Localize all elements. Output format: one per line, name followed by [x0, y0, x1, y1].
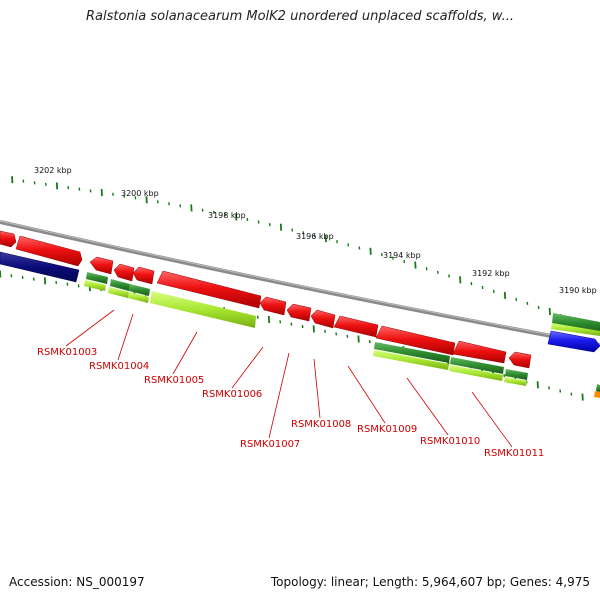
feature-bar-light[interactable] — [373, 350, 449, 370]
lower-track-ticks — [0, 270, 584, 401]
gene-labels: RSMK01003 RSMK01004 RSMK01005 RSMK01006 … — [37, 347, 544, 459]
gene-label-rsmk01008[interactable]: RSMK01008 — [291, 419, 351, 430]
gene-navy-left[interactable] — [0, 251, 80, 283]
feature-bar-dark-right[interactable] — [552, 313, 600, 333]
gene-arrow[interactable] — [310, 309, 336, 329]
gene-arrow[interactable] — [0, 230, 17, 248]
tick-label-3192: 3192 kbp — [472, 269, 510, 278]
gene-label-rsmk01009[interactable]: RSMK01009 — [357, 424, 417, 435]
feature-bar-dark[interactable] — [86, 272, 108, 284]
sequence-backbone-highlight — [0, 220, 600, 345]
gene-arrow[interactable] — [375, 325, 456, 356]
gene-arrow[interactable] — [508, 351, 532, 369]
feature-bar-light[interactable] — [449, 365, 503, 381]
feature-bar-light[interactable] — [128, 292, 149, 303]
feature-bar-dark[interactable] — [374, 342, 450, 363]
gene-label-rsmk01006[interactable]: RSMK01006 — [202, 389, 262, 400]
gene-arrow[interactable] — [89, 256, 114, 275]
gene-label-rsmk01011[interactable]: RSMK01011 — [484, 448, 544, 459]
tick-label-3202: 3202 kbp — [34, 166, 72, 175]
feature-bar-dark[interactable] — [450, 357, 504, 374]
feature-bar-light[interactable] — [504, 377, 527, 386]
feature-bar-dark[interactable] — [129, 284, 150, 296]
feature-bar-light[interactable] — [150, 291, 256, 328]
scale-labels: 3202 kbp 3200 kbp 3198 kbp 3196 kbp 3194… — [34, 166, 597, 295]
tick-label-3200: 3200 kbp — [121, 189, 159, 198]
red-gene-track — [0, 230, 532, 369]
feature-bar-light[interactable] — [84, 280, 106, 291]
gene-arrow[interactable] — [132, 266, 155, 285]
gene-label-rsmk01003[interactable]: RSMK01003 — [37, 347, 97, 358]
gene-arrow[interactable] — [15, 235, 83, 267]
gene-label-rsmk01007[interactable]: RSMK01007 — [240, 439, 300, 450]
gene-label-rsmk01004[interactable]: RSMK01004 — [89, 361, 149, 372]
gene-arrow[interactable] — [113, 263, 135, 282]
feature-bar-dark-edge[interactable] — [596, 384, 600, 392]
gene-arrow[interactable] — [259, 296, 287, 316]
feature-bar-orange-edge[interactable] — [594, 391, 600, 398]
tick-label-3194: 3194 kbp — [383, 251, 421, 260]
scale-ticks — [11, 176, 596, 332]
gene-label-rsmk01010[interactable]: RSMK01010 — [420, 436, 480, 447]
feature-bar-light[interactable] — [108, 287, 129, 298]
tick-label-3196: 3196 kbp — [296, 232, 334, 241]
accession-text: Accession: NS_000197 — [9, 575, 145, 589]
feature-bar-dark[interactable] — [110, 279, 130, 291]
tick-label-3198: 3198 kbp — [208, 211, 246, 220]
gene-arrow[interactable] — [156, 270, 262, 309]
gene-arrow[interactable] — [333, 315, 379, 338]
feature-track — [84, 272, 528, 386]
feature-bar-dark[interactable] — [505, 369, 528, 380]
gene-label-rsmk01005[interactable]: RSMK01005 — [144, 375, 204, 386]
sequence-summary: Topology: linear; Length: 5,964,607 bp; … — [270, 575, 590, 589]
tick-label-3190: 3190 kbp — [559, 286, 597, 295]
feature-bar-light-right[interactable] — [551, 323, 600, 336]
gene-arrow[interactable] — [286, 303, 312, 322]
map-title: Ralstonia solanacearum MolK2 unordered u… — [85, 9, 514, 24]
sequence-backbone — [0, 220, 600, 347]
gene-arrow[interactable] — [452, 340, 507, 364]
gene-blue-right[interactable] — [547, 330, 600, 353]
callout-lines — [65, 309, 513, 448]
